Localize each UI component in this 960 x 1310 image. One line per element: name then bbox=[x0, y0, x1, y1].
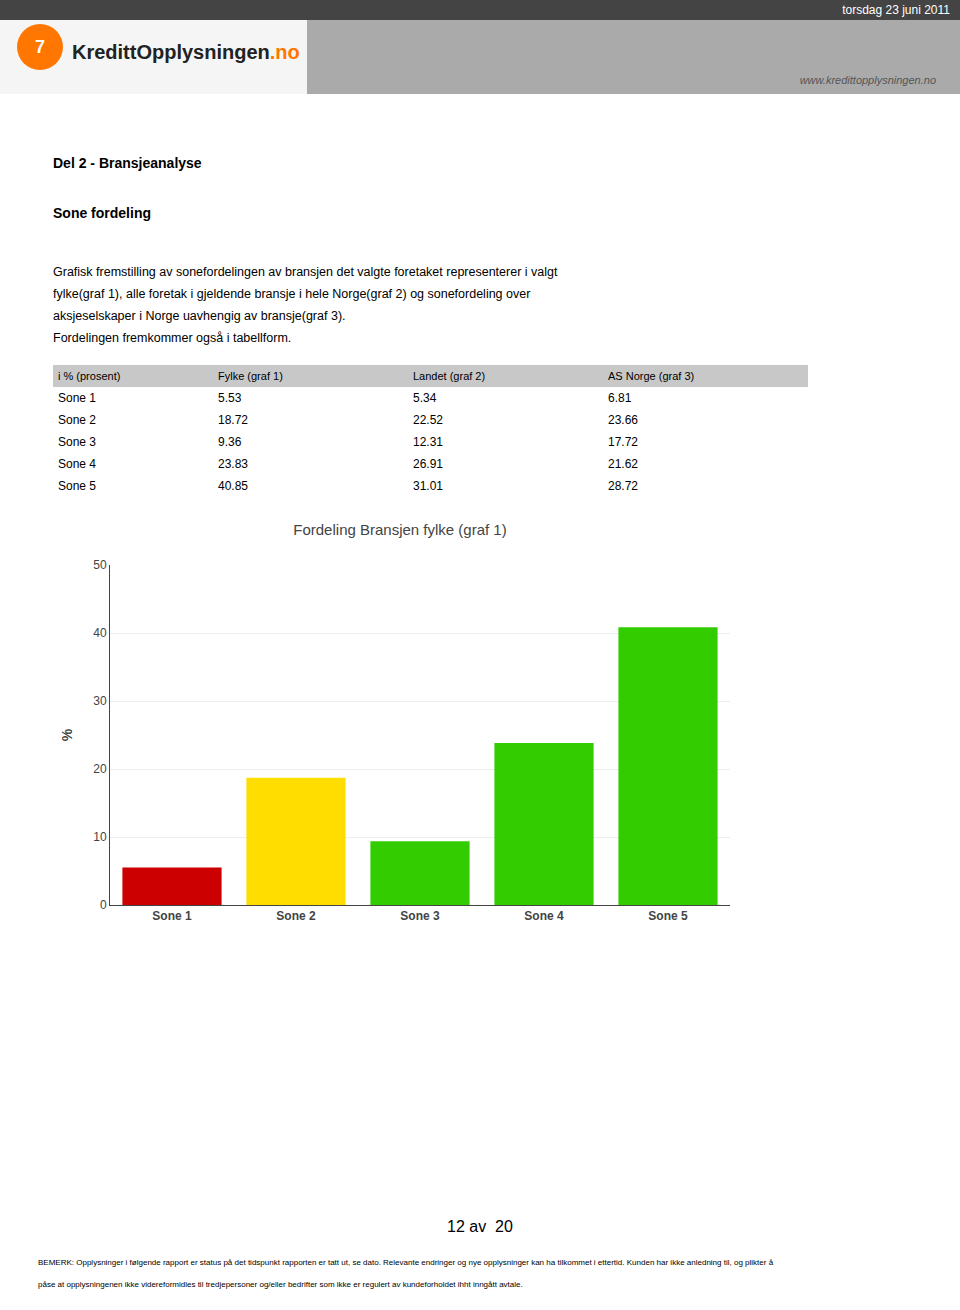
html-text:Del 2 - Bransjeanalyse: Del 2 - Bransjeanalyse bbox=[53, 155, 202, 171]
html-text:17.72: 17.72 bbox=[608, 435, 638, 449]
html-text:9.36: 9.36 bbox=[218, 435, 242, 449]
html-text:23.83: 23.83 bbox=[218, 457, 248, 471]
html-text:BEMERK: Opplysninger i følgend: BEMERK: Opplysninger i følgende rapport … bbox=[38, 1258, 774, 1267]
html-text:18.72: 18.72 bbox=[218, 413, 248, 427]
svg-text:Sone 5: Sone 5 bbox=[648, 909, 688, 923]
html-text:40.85: 40.85 bbox=[218, 479, 248, 493]
html-text:Fordelingen fremkommer også i: Fordelingen fremkommer også i tabellform… bbox=[53, 331, 292, 345]
html-text:12.31: 12.31 bbox=[413, 435, 443, 449]
html-text:Sone 4: Sone 4 bbox=[58, 457, 96, 471]
html-text:påse at opplysningenen ikke vi: påse at opplysningenen ikke videreformid… bbox=[38, 1280, 523, 1289]
html-text:fylke(graf 1), alle foretak i: fylke(graf 1), alle foretak i gjeldende … bbox=[53, 287, 531, 301]
html-text:28.72: 28.72 bbox=[608, 479, 638, 493]
html-text:7: 7 bbox=[35, 37, 45, 57]
svg-text:20: 20 bbox=[93, 762, 107, 776]
svg-text:40: 40 bbox=[93, 626, 107, 640]
html-text:22.52: 22.52 bbox=[413, 413, 443, 427]
svg-text:Sone 2: Sone 2 bbox=[276, 909, 316, 923]
svg-text:10: 10 bbox=[93, 830, 107, 844]
svg-text:%: % bbox=[59, 728, 75, 741]
svg-text:Fordeling Bransjen fylke (graf: Fordeling Bransjen fylke (graf 1) bbox=[293, 521, 506, 538]
html-text:AS Norge (graf 3): AS Norge (graf 3) bbox=[608, 370, 695, 382]
html-text:12 av 20: 12 av 20 bbox=[447, 1218, 513, 1235]
html-text:5.34: 5.34 bbox=[413, 391, 437, 405]
html-text:5.53: 5.53 bbox=[218, 391, 242, 405]
html-text:Fylke (graf 1): Fylke (graf 1) bbox=[218, 370, 283, 382]
html-text:6.81: 6.81 bbox=[608, 391, 632, 405]
svg-text:0: 0 bbox=[100, 898, 107, 912]
html-text:23.66: 23.66 bbox=[608, 413, 638, 427]
html-text:Sone 2: Sone 2 bbox=[58, 413, 96, 427]
svg-text:Sone 3: Sone 3 bbox=[400, 909, 440, 923]
html-text:Kreditt Opplysningen.no: Kreditt Opplysningen.no bbox=[72, 41, 300, 63]
html-text:Sone 1: Sone 1 bbox=[58, 391, 96, 405]
svg-text:Sone 4: Sone 4 bbox=[524, 909, 564, 923]
html-text:i % (prosent): i % (prosent) bbox=[58, 370, 121, 382]
svg-text:Sone 1: Sone 1 bbox=[152, 909, 192, 923]
html-text:Sone 3: Sone 3 bbox=[58, 435, 96, 449]
html-text:31.01: 31.01 bbox=[413, 479, 443, 493]
html-text:torsdag 23 juni 2011: torsdag 23 juni 2011 bbox=[842, 3, 950, 17]
html-text:21.62: 21.62 bbox=[608, 457, 638, 471]
html-text:aksjeselskaper i Norge uavheng: aksjeselskaper i Norge uavhengig av bran… bbox=[53, 309, 346, 323]
html-text:Grafisk fremstilling av sonefo: Grafisk fremstilling av sonefordelingen … bbox=[53, 265, 558, 279]
html-text:Landet (graf 2): Landet (graf 2) bbox=[413, 370, 486, 382]
html-text:Sone fordeling: Sone fordeling bbox=[53, 205, 151, 221]
svg-text:50: 50 bbox=[93, 558, 107, 572]
html-text:26.91: 26.91 bbox=[413, 457, 443, 471]
html-text:www.kredittopplysningen.no: www.kredittopplysningen.no bbox=[799, 74, 936, 86]
svg-text:30: 30 bbox=[93, 694, 107, 708]
html-text:Sone 5: Sone 5 bbox=[58, 479, 96, 493]
